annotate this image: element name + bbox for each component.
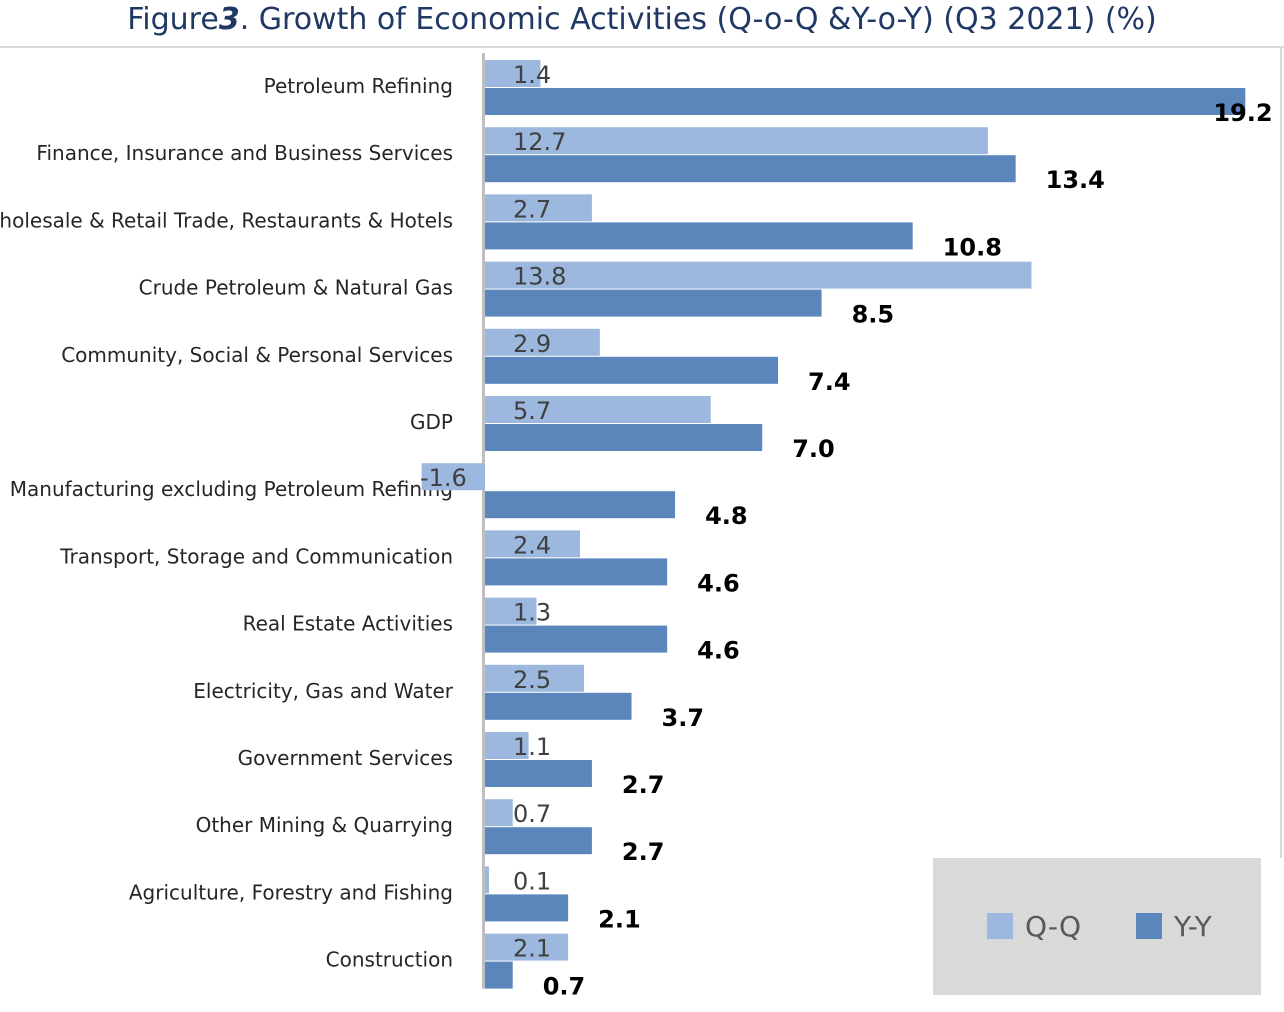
bar-qq-manufacturing-excluding-petroleum-refining bbox=[421, 463, 485, 491]
bar-yy-other-mining-quarrying bbox=[485, 827, 592, 855]
data-label-yy-construction: 0.7 bbox=[543, 973, 586, 1001]
title-text: . Growth of Economic Activities (Q-o-Q &… bbox=[239, 2, 1157, 37]
bar-qq-construction bbox=[485, 933, 569, 961]
chart-legend: Q-Q Y-Y bbox=[933, 858, 1261, 995]
data-label-yy-electricity-gas-and-water: 3.7 bbox=[662, 704, 705, 732]
data-label-yy-gdp: 7.0 bbox=[792, 435, 835, 463]
bar-yy-transport-storage-and-communication bbox=[485, 558, 668, 586]
data-label-qq-community-social-personal-services: 2.9 bbox=[513, 330, 551, 358]
data-label-qq-wholesale-retail-trade-restaurants-hotels: 2.7 bbox=[513, 195, 551, 223]
data-label-qq-gdp: 5.7 bbox=[513, 397, 551, 425]
data-label-yy-other-mining-quarrying: 2.7 bbox=[622, 838, 665, 866]
data-label-yy-finance-insurance-and-business-services: 13.4 bbox=[1046, 166, 1105, 194]
bar-qq-real-estate-activities bbox=[485, 597, 537, 625]
category-label-finance-insurance-and-business-services: Finance, Insurance and Business Services bbox=[36, 141, 453, 165]
bar-qq-crude-petroleum-natural-gas bbox=[485, 261, 1032, 289]
data-label-qq-real-estate-activities: 1.3 bbox=[513, 599, 551, 627]
bar-yy-agriculture-forestry-and-fishing bbox=[485, 894, 569, 922]
bar-qq-community-social-personal-services bbox=[485, 328, 600, 356]
data-label-qq-manufacturing-excluding-petroleum-refining: -1.6 bbox=[420, 464, 467, 492]
bar-qq-other-mining-quarrying bbox=[485, 799, 513, 827]
category-label-other-mining-quarrying: Other Mining & Quarrying bbox=[196, 813, 453, 837]
data-label-yy-agriculture-forestry-and-fishing: 2.1 bbox=[598, 905, 641, 933]
bar-qq-transport-storage-and-communication bbox=[485, 530, 581, 558]
category-label-wholesale-retail-trade-restaurants-hotels: Wholesale & Retail Trade, Restaurants & … bbox=[0, 208, 453, 232]
data-label-qq-agriculture-forestry-and-fishing: 0.1 bbox=[513, 867, 551, 895]
data-label-yy-community-social-personal-services: 7.4 bbox=[808, 368, 851, 396]
data-label-qq-crude-petroleum-natural-gas: 13.8 bbox=[513, 263, 566, 291]
category-label-gdp: GDP bbox=[410, 410, 453, 434]
data-label-yy-crude-petroleum-natural-gas: 8.5 bbox=[852, 301, 895, 329]
bar-qq-agriculture-forestry-and-fishing bbox=[485, 866, 489, 894]
bar-qq-gdp bbox=[485, 396, 711, 423]
title-divider bbox=[0, 46, 1284, 48]
category-label-government-services: Government Services bbox=[238, 746, 453, 770]
data-label-qq-construction: 2.1 bbox=[513, 935, 551, 963]
data-label-yy-real-estate-activities: 4.6 bbox=[697, 637, 740, 665]
category-label-construction: Construction bbox=[326, 948, 453, 972]
category-label-transport-storage-and-communication: Transport, Storage and Communication bbox=[59, 544, 453, 568]
bar-yy-wholesale-retail-trade-restaurants-hotels bbox=[485, 222, 913, 250]
chart-title: Figure3. Growth of Economic Activities (… bbox=[0, 0, 1284, 40]
bar-yy-construction bbox=[485, 961, 513, 989]
data-label-yy-wholesale-retail-trade-restaurants-hotels: 10.8 bbox=[943, 233, 1002, 261]
bar-yy-community-social-personal-services bbox=[485, 356, 779, 384]
category-label-manufacturing-excluding-petroleum-refining: Manufacturing excluding Petroleum Refini… bbox=[10, 477, 453, 501]
title-prefix: Figure bbox=[127, 2, 219, 37]
bar-yy-petroleum-refining bbox=[485, 88, 1246, 115]
data-label-qq-other-mining-quarrying: 0.7 bbox=[513, 800, 551, 828]
data-label-yy-government-services: 2.7 bbox=[622, 771, 665, 799]
data-label-qq-transport-storage-and-communication: 2.4 bbox=[513, 531, 551, 559]
bar-qq-finance-insurance-and-business-services bbox=[485, 127, 988, 155]
data-label-yy-manufacturing-excluding-petroleum-refining: 4.8 bbox=[705, 502, 748, 530]
legend-item-qq: Q-Q bbox=[987, 908, 1081, 944]
legend-swatch-yy bbox=[1136, 913, 1162, 939]
bar-yy-finance-insurance-and-business-services bbox=[485, 155, 1016, 183]
bar-qq-petroleum-refining bbox=[485, 60, 541, 87]
data-label-yy-petroleum-refining: 19.2 bbox=[1213, 99, 1272, 127]
bar-qq-government-services bbox=[485, 732, 529, 759]
data-label-qq-government-services: 1.1 bbox=[513, 733, 551, 761]
category-label-agriculture-forestry-and-fishing: Agriculture, Forestry and Fishing bbox=[129, 880, 453, 904]
bar-yy-gdp bbox=[485, 424, 763, 451]
bar-yy-manufacturing-excluding-petroleum-refining bbox=[485, 491, 676, 519]
legend-swatch-qq bbox=[987, 913, 1013, 939]
data-label-qq-finance-insurance-and-business-services: 12.7 bbox=[513, 128, 566, 156]
category-label-community-social-personal-services: Community, Social & Personal Services bbox=[61, 343, 453, 367]
bar-qq-wholesale-retail-trade-restaurants-hotels bbox=[485, 194, 592, 222]
legend-item-yy: Y-Y bbox=[1136, 908, 1212, 944]
category-label-real-estate-activities: Real Estate Activities bbox=[243, 612, 453, 636]
bar-qq-electricity-gas-and-water bbox=[485, 664, 584, 692]
bar-yy-government-services bbox=[485, 760, 592, 787]
category-label-petroleum-refining: Petroleum Refining bbox=[264, 74, 453, 98]
category-label-electricity-gas-and-water: Electricity, Gas and Water bbox=[193, 679, 453, 703]
category-label-crude-petroleum-natural-gas: Crude Petroleum & Natural Gas bbox=[139, 276, 453, 300]
legend-label-yy: Y-Y bbox=[1174, 909, 1212, 943]
data-label-qq-petroleum-refining: 1.4 bbox=[513, 61, 551, 89]
data-label-yy-transport-storage-and-communication: 4.6 bbox=[697, 569, 740, 597]
legend-label-qq: Q-Q bbox=[1025, 909, 1081, 943]
title-figure-number: 3 bbox=[218, 2, 240, 37]
bar-yy-electricity-gas-and-water bbox=[485, 692, 632, 720]
bar-yy-crude-petroleum-natural-gas bbox=[485, 289, 822, 317]
data-label-qq-electricity-gas-and-water: 2.5 bbox=[513, 666, 551, 694]
bar-yy-real-estate-activities bbox=[485, 625, 668, 653]
